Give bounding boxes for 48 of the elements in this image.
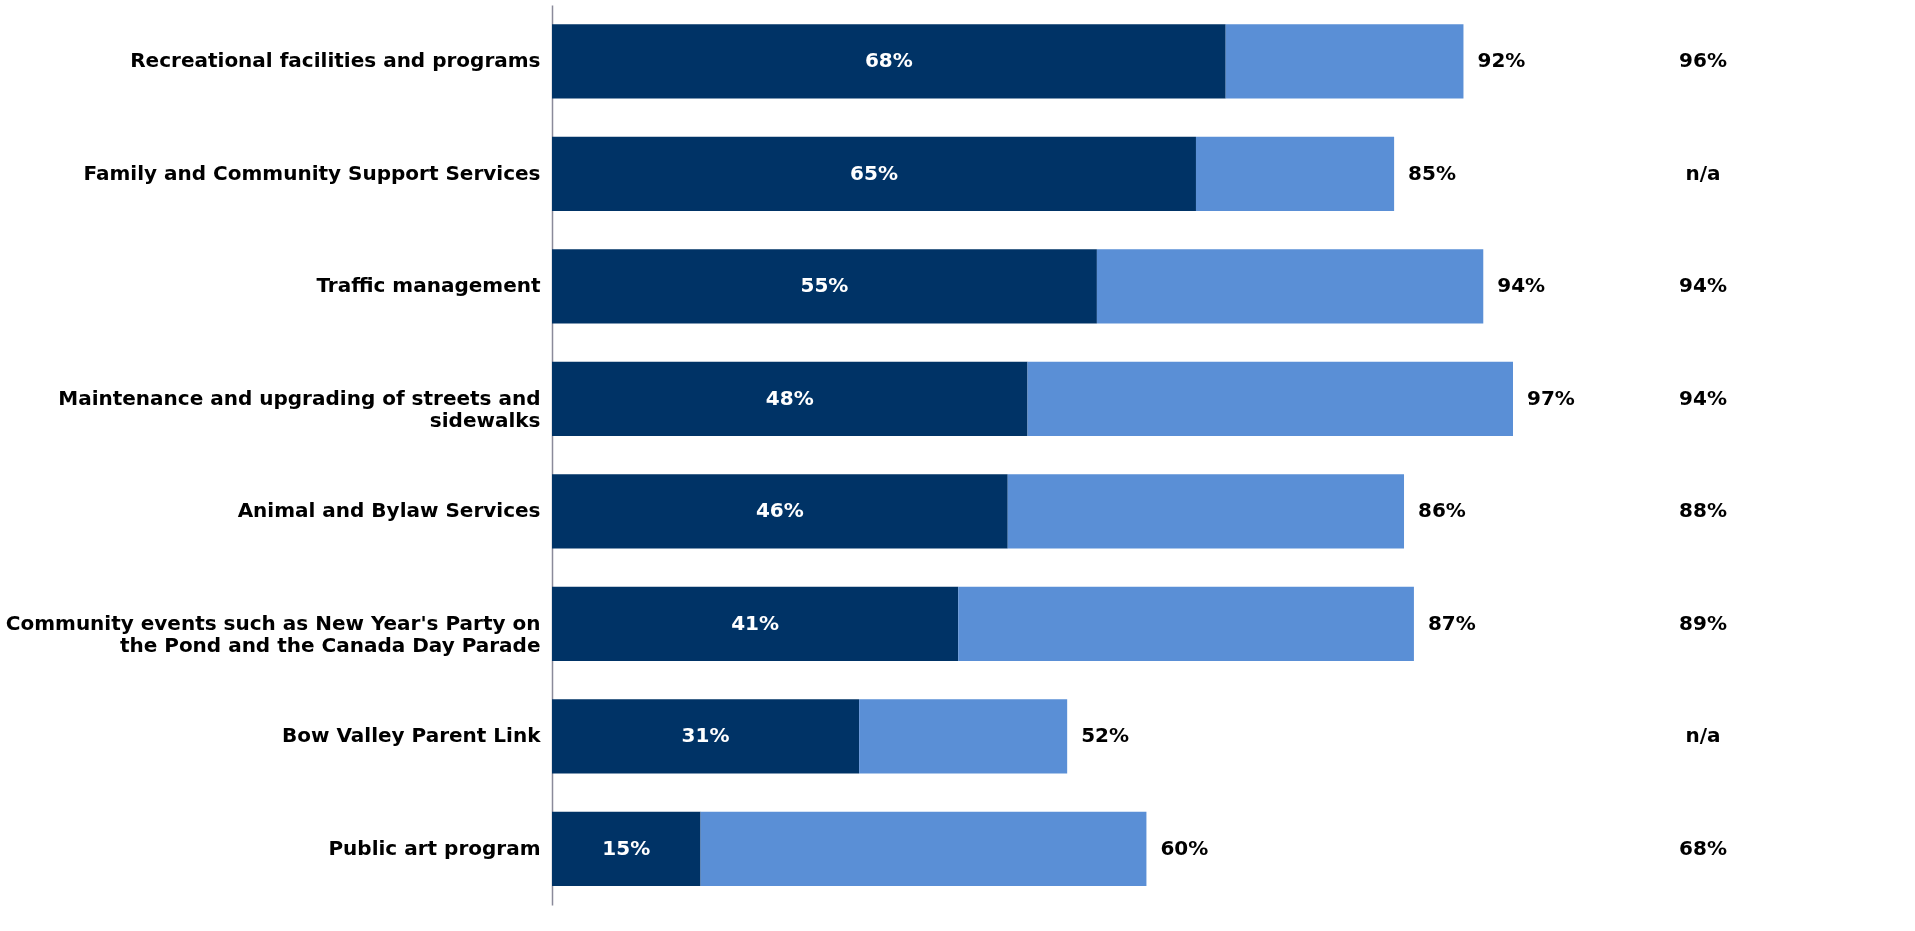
y-tick-label: Recreational facilities and programs	[130, 48, 541, 73]
bar	[552, 136, 1196, 211]
data-label: 65%	[850, 160, 898, 185]
bar	[552, 361, 1028, 436]
total-label: 97%	[1527, 385, 1575, 410]
y-tick-label: Traffic management	[316, 273, 541, 298]
data-label: 46%	[755, 498, 804, 523]
text: n/a	[1685, 160, 1721, 185]
data-label: 15%	[602, 835, 651, 860]
y-tick-label: Family and Community Support Services	[83, 160, 541, 185]
data-label: 55%	[800, 273, 849, 298]
text: 89%	[1679, 610, 1727, 635]
text: 68%	[1679, 835, 1727, 860]
y-tick-label: Community events such as New Year's Party on the Pond and the Canada Day Parade	[5, 610, 541, 657]
bar	[859, 699, 1068, 774]
bar	[552, 586, 959, 661]
text: 96%	[1679, 48, 1727, 73]
data-label: 48%	[765, 385, 814, 410]
bar	[1027, 361, 1513, 436]
bar	[958, 586, 1414, 661]
total-label: 85%	[1408, 160, 1456, 185]
bar	[1096, 249, 1484, 324]
bar	[1007, 474, 1405, 549]
text: 88%	[1679, 498, 1727, 523]
text: n/a	[1685, 723, 1721, 748]
bar	[552, 249, 1097, 324]
y-tick-label: Animal and Bylaw Services	[237, 498, 541, 523]
bar	[552, 474, 1008, 549]
total-label: 60%	[1160, 835, 1209, 860]
total-label: 87%	[1427, 610, 1476, 635]
total-label: 86%	[1418, 498, 1466, 523]
bar	[552, 699, 860, 774]
bar	[552, 24, 1226, 99]
y-tick-label: Maintenance and upgrading of streets and sidewalks	[58, 385, 541, 432]
text: 94%	[1679, 385, 1727, 410]
text: 94%	[1679, 273, 1727, 298]
total-label: 94%	[1497, 273, 1546, 298]
bar	[1195, 136, 1395, 211]
y-tick-label: Bow Valley Parent Link	[281, 723, 542, 748]
data-label: 31%	[681, 723, 730, 748]
data-label: 41%	[731, 610, 780, 635]
total-label: 52%	[1081, 723, 1130, 748]
y-tick-label: Public art program	[328, 835, 541, 860]
data-label: 68%	[864, 48, 913, 73]
bar	[552, 811, 701, 886]
total-label: 92%	[1477, 48, 1526, 73]
bar	[700, 811, 1147, 886]
bar	[1225, 24, 1464, 99]
